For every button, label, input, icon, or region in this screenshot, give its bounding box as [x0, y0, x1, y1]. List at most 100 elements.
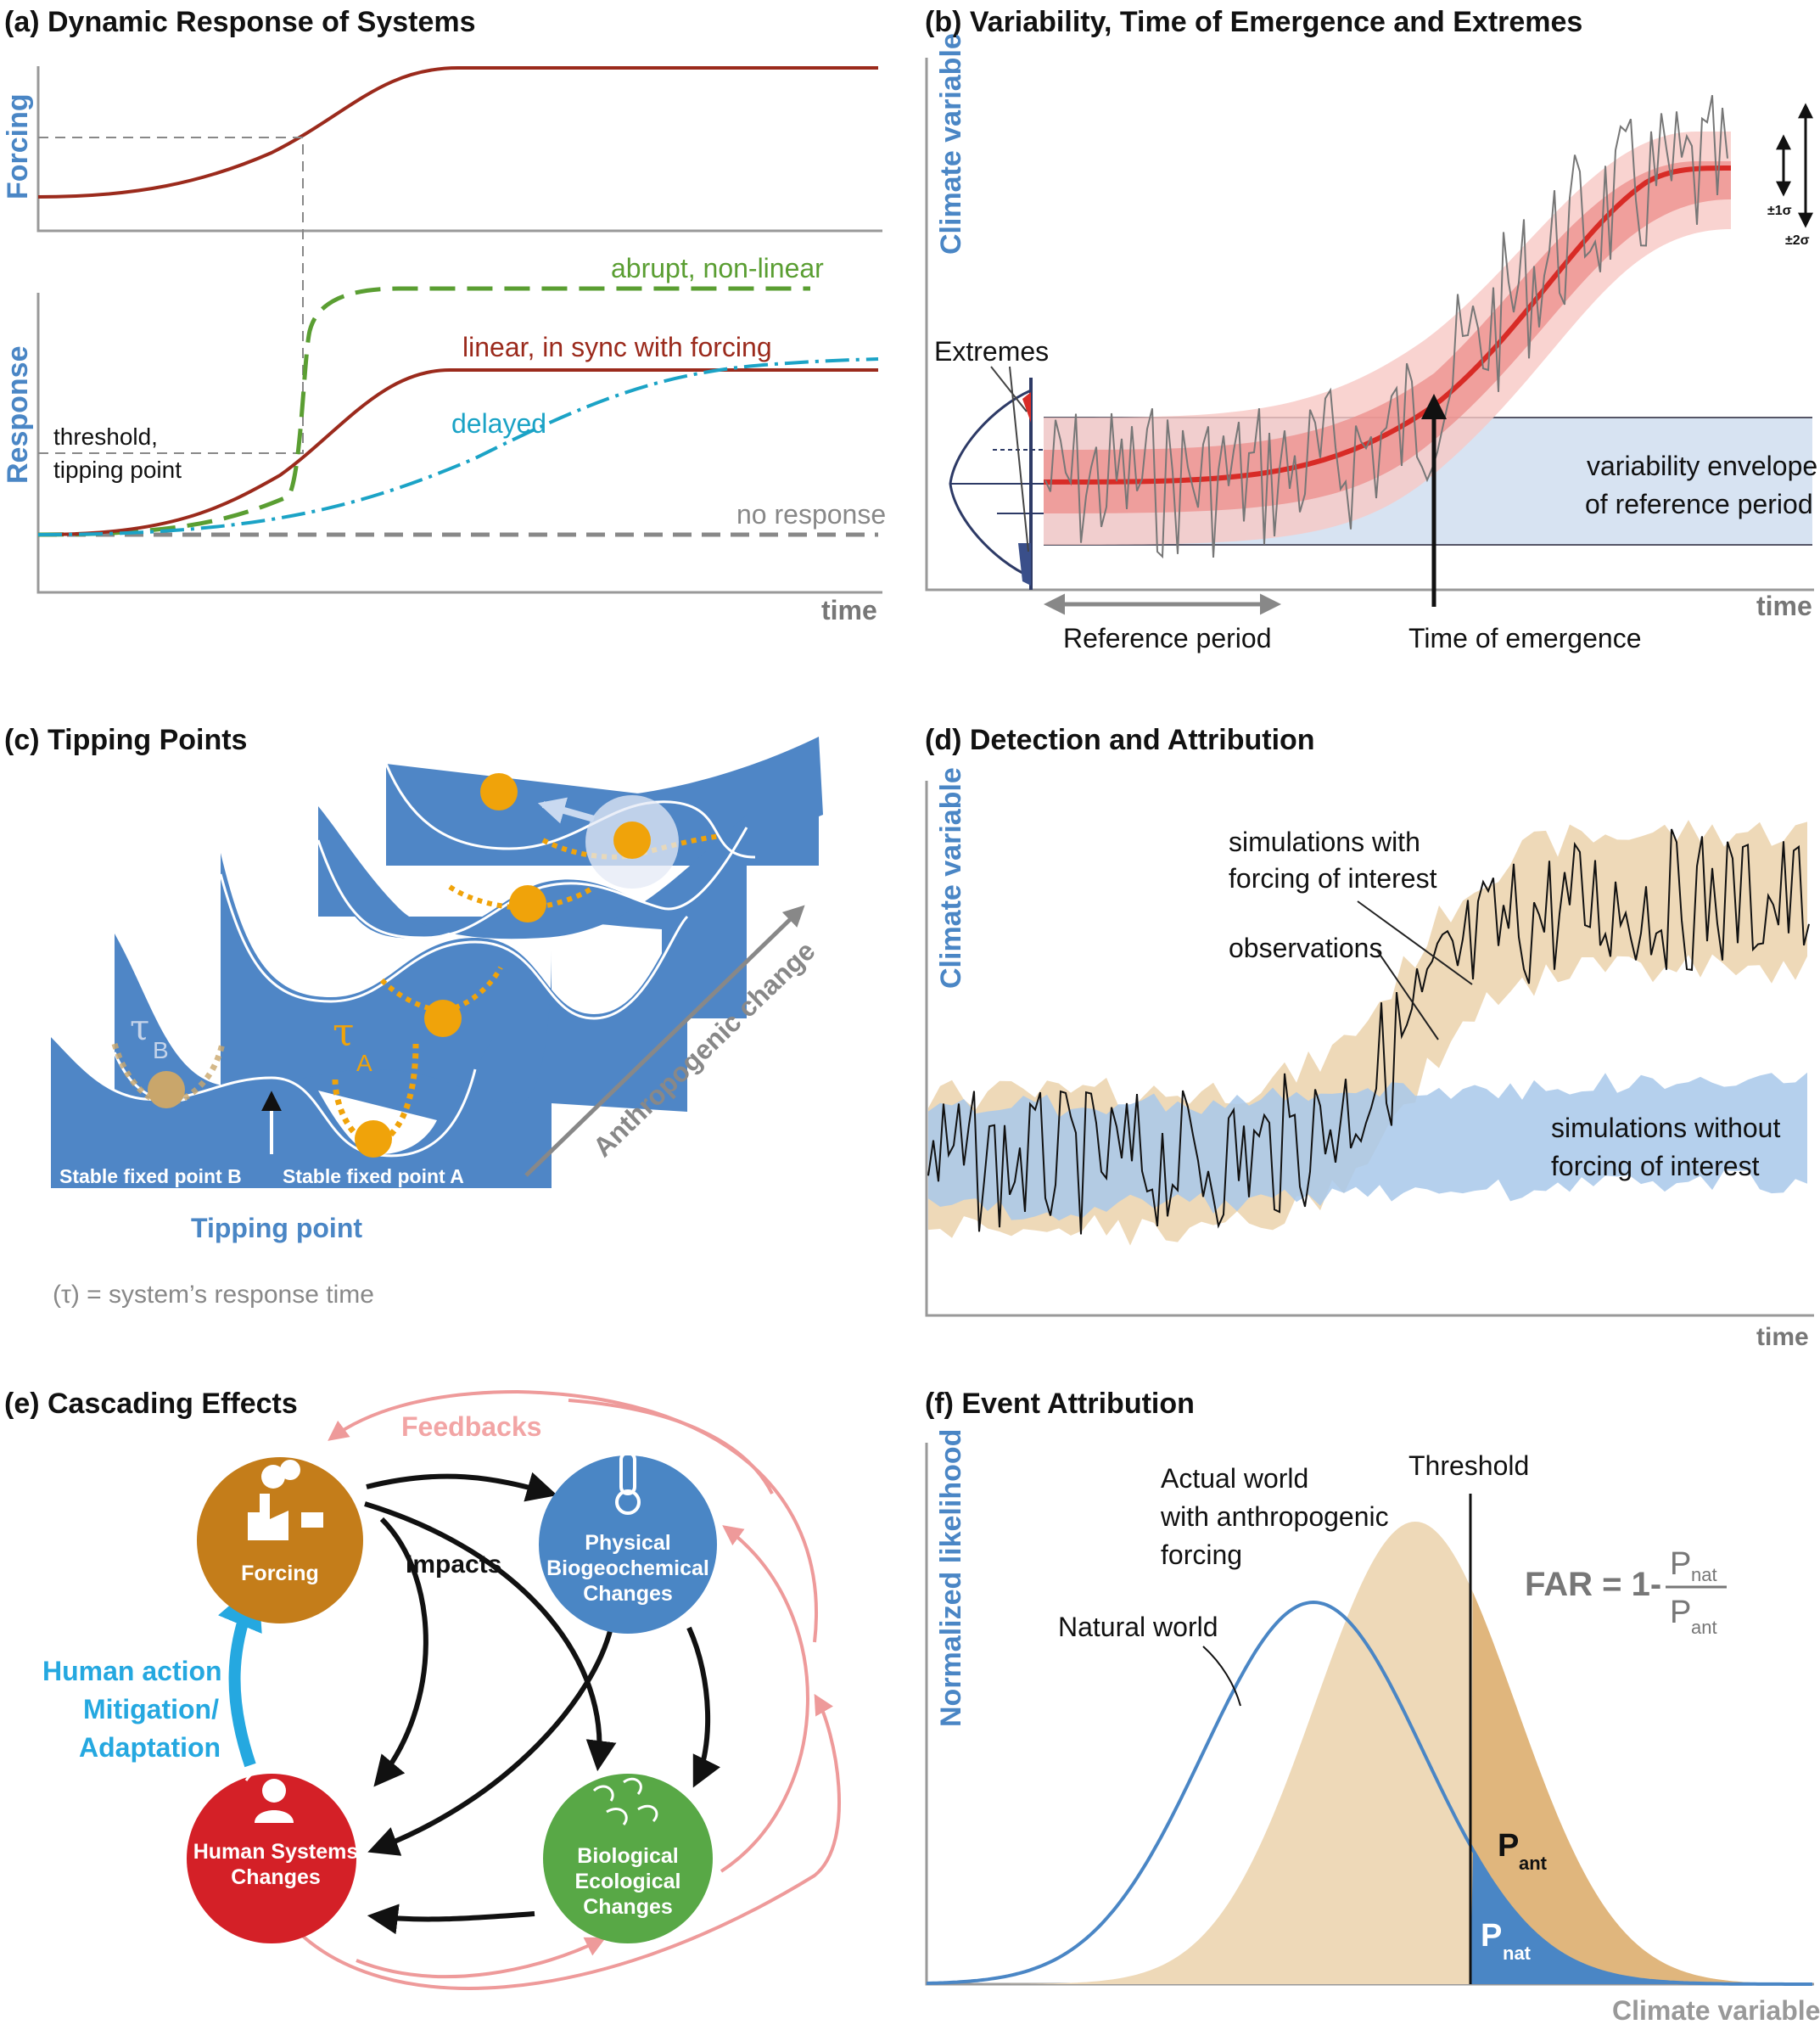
tau-b-symbol: τ: [130, 1007, 149, 1048]
panel-d: (d) Detection and Attribution Climate va…: [925, 724, 1814, 1351]
tau-b-subscript: B: [153, 1037, 169, 1063]
factory-icon: [248, 1494, 288, 1540]
extremes-pointers: [990, 366, 1029, 552]
panel-f-title: (f) Event Attribution: [925, 1388, 1195, 1420]
natural-world-curve: [926, 1600, 1812, 1986]
panel-a: (a) Dynamic Response of Systems Forcing …: [2, 6, 886, 625]
ball-stable-a: [355, 1120, 392, 1158]
action-label-1: Human action: [42, 1656, 222, 1686]
abrupt-response-curve: [37, 286, 810, 537]
impact-forcing-human: [373, 1517, 428, 1787]
impacts-label: Impacts: [406, 1551, 501, 1579]
linear-response-curve: [37, 368, 878, 536]
panel-b: (b) Variability, Time of Emergence and E…: [925, 6, 1817, 653]
threshold-label-2: tipping point: [53, 457, 182, 483]
action-label-3: Adaptation: [79, 1732, 221, 1763]
ball-stable-b: [148, 1071, 185, 1108]
tau-a-symbol: τ: [333, 1009, 354, 1055]
delayed-label: delayed: [451, 408, 546, 439]
slab-3-surface: [316, 827, 748, 939]
far-formula: FAR = 1-: [1525, 1566, 1661, 1603]
abrupt-label: abrupt, non-linear: [611, 253, 824, 283]
p-ant-area: [1470, 1592, 1812, 1984]
observations-pointer: [1376, 950, 1439, 1040]
linear-label: linear, in sync with forcing: [462, 332, 772, 362]
microbes-icon: [592, 1777, 658, 1825]
far-denominator-sub: ant: [1691, 1617, 1717, 1638]
panel-b-y-label: Climate variable: [935, 33, 967, 255]
p-nat-label: P: [1481, 1918, 1502, 1954]
envelope-label-2: of reference period: [1585, 489, 1813, 519]
human-node: [187, 1774, 356, 1943]
without-forcing-label-1: simulations without: [1551, 1113, 1780, 1143]
sigma1-label: ±1σ: [1767, 204, 1792, 218]
envelope-label-1: variability envelope: [1587, 451, 1817, 481]
thermometer-icon: [619, 1451, 636, 1495]
panel-d-axes: [925, 781, 1814, 1317]
smoke-icon-2: [280, 1460, 300, 1480]
natural-label: Natural world: [1058, 1612, 1218, 1642]
p-nat-subscript: nat: [1503, 1943, 1532, 1964]
delayed-response-curve: [37, 357, 879, 536]
cycle-icon: [244, 1764, 289, 1781]
panel-d-time-label: time: [1756, 1323, 1809, 1351]
reference-period-label: Reference period: [1063, 623, 1271, 653]
feedback-arc-bio-physical: [720, 1525, 809, 1873]
far-numerator-sub: nat: [1691, 1564, 1717, 1585]
impact-physical-human: [367, 1627, 613, 1856]
stable-b-label: Stable fixed point B: [59, 1165, 242, 1187]
without-forcing-label-2: forcing of interest: [1551, 1151, 1760, 1181]
forcing-midpoint-guide: [38, 137, 304, 454]
threshold-label: Threshold: [1408, 1450, 1529, 1481]
p-ant-label: P: [1498, 1828, 1519, 1864]
emergence-label: Time of emergence: [1408, 623, 1641, 653]
forcing-node-label: Forcing: [241, 1562, 319, 1585]
smoke-icon: [261, 1465, 285, 1489]
impact-forcing-bio: [364, 1501, 617, 1772]
ball-slab-3: [509, 885, 546, 922]
variability-time-series: [1044, 95, 1728, 559]
actual-label-1: Actual world: [1161, 1463, 1308, 1494]
with-forcing-label-1: simulations with: [1229, 827, 1420, 857]
landscape-slab-4: [386, 737, 823, 866]
with-forcing-label-2: forcing of interest: [1229, 863, 1437, 894]
action-label-2: Mitigation/: [83, 1694, 219, 1724]
panel-c-title: (c) Tipping Points: [4, 724, 247, 756]
one-sigma-band: [1044, 161, 1731, 513]
lower-extreme-tail: [1018, 543, 1031, 586]
panel-f-x-label: Climate variable: [1612, 1995, 1820, 2026]
landscape-slab-3b: [318, 806, 747, 1018]
actual-label-2: with anthropogenic: [1160, 1501, 1389, 1532]
tau-a-subscript: A: [356, 1050, 372, 1076]
bio-node-label-2: Ecological: [574, 1870, 680, 1893]
car-icon: [301, 1512, 323, 1528]
slab-2-tau-curve: [379, 966, 503, 1013]
panel-a-time-label: time: [821, 595, 877, 625]
physical-node-label-3: Changes: [583, 1582, 673, 1606]
actual-label-3: forcing: [1161, 1539, 1242, 1570]
panel-e: (e) Cascading Effects Feedbacks Impacts …: [4, 1388, 842, 1990]
feedback-arc-human-bio: [356, 1937, 607, 1979]
person-icon-head: [262, 1779, 286, 1803]
anthropogenic-arrow: [524, 905, 805, 1177]
forcing-axes: [36, 66, 882, 233]
feedbacks-label: Feedbacks: [401, 1411, 541, 1442]
bio-node-label-3: Changes: [583, 1895, 673, 1919]
impact-physical-bio: [686, 1626, 720, 1788]
two-sigma-band: [1044, 132, 1731, 545]
extremes-label: Extremes: [934, 336, 1049, 367]
with-forcing-pointer: [1357, 900, 1473, 985]
simulations-without-forcing-band: [928, 1072, 1807, 1221]
bio-node: [543, 1774, 713, 1943]
physical-node: [539, 1455, 717, 1634]
human-node-label-1: Human Systems: [193, 1840, 359, 1864]
physical-node-label-1: Physical: [585, 1531, 670, 1555]
panel-e-title: (e) Cascading Effects: [4, 1388, 298, 1420]
tipping-point-label: Tipping point: [191, 1213, 362, 1243]
panel-f-y-label: Normalized likelihood: [935, 1429, 967, 1727]
response-axes: [36, 293, 882, 594]
observations-label: observations: [1229, 933, 1382, 963]
panel-d-title: (d) Detection and Attribution: [925, 724, 1315, 756]
slab-1-surface: [49, 1034, 477, 1158]
human-node-label-2: Changes: [231, 1865, 321, 1889]
